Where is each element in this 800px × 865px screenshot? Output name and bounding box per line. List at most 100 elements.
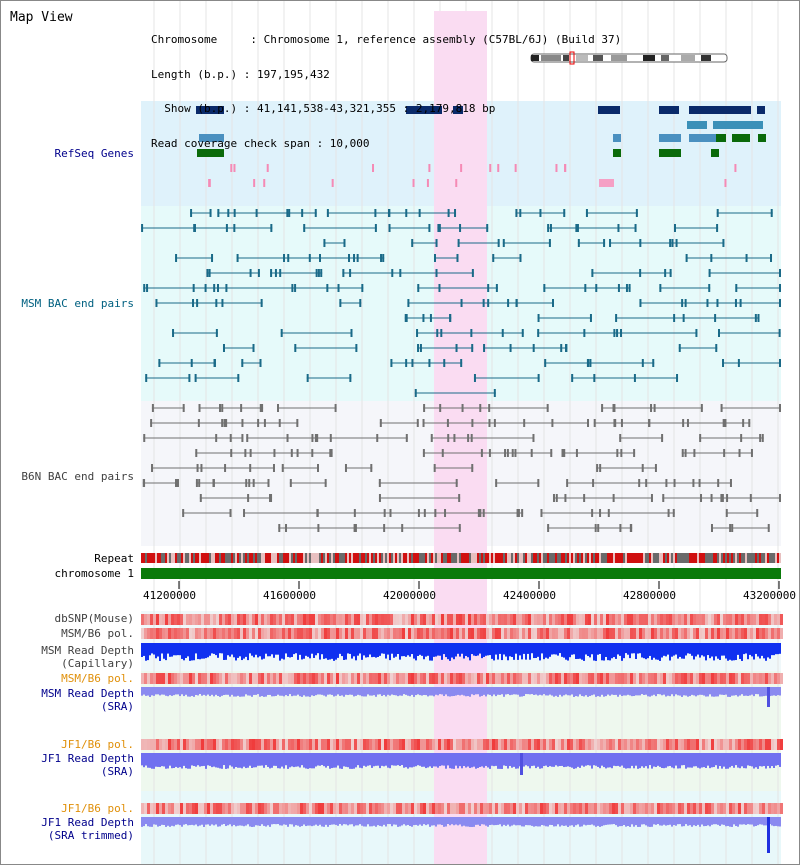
jf1-pol-heat-2 [759, 803, 762, 814]
track-label-msm-pol-2[interactable]: MSM/B6 pol. [61, 672, 134, 685]
msm-capillary-depth [197, 643, 199, 660]
msm-sra-depth [617, 687, 619, 697]
msm-sra-depth [299, 687, 301, 697]
msm-capillary-depth [257, 643, 259, 658]
track-label-jf1-pol-2[interactable]: JF1/B6 pol. [61, 802, 134, 815]
repeat-segment [551, 553, 553, 563]
msm-pol-heat-1 [576, 628, 579, 639]
jf1-pol-heat-2 [540, 803, 543, 814]
msm-sra-depth [379, 687, 381, 695]
repeat-segment [649, 553, 651, 563]
dbsnp-heat [390, 614, 393, 625]
msm-sra-depth [709, 687, 711, 695]
msm-pol-heat-1 [204, 628, 207, 639]
refseq-gene [713, 121, 763, 129]
msm-capillary-depth [775, 643, 777, 655]
track-label-repeat[interactable]: Repeat [94, 552, 134, 565]
msm-capillary-depth [715, 643, 717, 657]
track-label-jf1-pol-1[interactable]: JF1/B6 pol. [61, 738, 134, 751]
msm-sra-depth [313, 687, 315, 697]
repeat-segment [303, 553, 305, 563]
jf1-sra-depth [615, 753, 617, 767]
track-label-chromosome[interactable]: chromosome 1 [54, 567, 134, 580]
msm-pol-heat-1 [423, 628, 426, 639]
msm-sra-depth [145, 687, 147, 696]
jf1-trimmed-depth [251, 817, 253, 827]
track-label-msm-depth-capillary[interactable]: MSM Read Depth (Capillary) [41, 644, 134, 670]
jf1-pol-heat-1 [705, 739, 708, 750]
jf1-sra-depth [223, 753, 225, 766]
msm-bac-pair [193, 224, 196, 232]
msm-bac-pair [609, 239, 612, 247]
msm-bac-pair [497, 239, 500, 247]
msm-sra-depth [371, 687, 373, 696]
track-label-dbsnp[interactable]: dbSNP(Mouse) [54, 612, 134, 625]
msm-sra-depth [629, 687, 631, 696]
jf1-trimmed-depth [483, 817, 485, 825]
jf1-pol-heat-1 [657, 739, 660, 750]
dbsnp-heat [300, 614, 303, 625]
jf1-trimmed-depth [423, 817, 425, 825]
msm-sra-depth [231, 687, 233, 695]
msm-bac-pair [447, 209, 450, 217]
msm-pol-heat-2 [447, 673, 450, 684]
jf1-trimmed-depth [223, 817, 225, 825]
track-label-jf1-depth-trimmed[interactable]: JF1 Read Depth (SRA trimmed) [41, 816, 134, 842]
msm-pol-heat-1 [507, 628, 510, 639]
jf1-sra-depth [515, 753, 517, 769]
msm-capillary-depth [203, 643, 205, 659]
track-label-b6n-bac[interactable]: B6N BAC end pairs [21, 470, 134, 483]
jf1-trimmed-depth [203, 817, 205, 827]
jf1-sra-depth [153, 753, 155, 769]
msm-capillary-depth [567, 643, 569, 661]
repeat-segment [687, 553, 689, 563]
msm-capillary-depth [593, 643, 595, 661]
jf1-sra-depth [767, 753, 769, 766]
msm-pol-heat-1 [642, 628, 645, 639]
jf1-sra-depth [217, 753, 219, 768]
msm-pol-heat-2 [294, 673, 297, 684]
dbsnp-heat [315, 614, 318, 625]
msm-bac-pair [443, 359, 446, 367]
msm-pol-heat-2 [318, 673, 321, 684]
jf1-pol-heat-2 [669, 803, 672, 814]
msm-pol-heat-2 [606, 673, 609, 684]
track-label-msm-depth-sra[interactable]: MSM Read Depth (SRA) [41, 687, 134, 713]
msm-pol-heat-2 [309, 673, 312, 684]
msm-sra-depth [257, 687, 259, 695]
b6n-bac-pair [296, 449, 299, 457]
track-label-refseq[interactable]: RefSeq Genes [54, 147, 134, 160]
msm-capillary-depth [413, 643, 415, 659]
repeat-segment [607, 553, 609, 563]
msm-sra-depth [559, 687, 561, 695]
msm-capillary-depth [369, 643, 371, 655]
dbsnp-heat [381, 614, 384, 625]
msm-capillary-depth [359, 643, 361, 654]
jf1-trimmed-depth [533, 817, 535, 827]
jf1-trimmed-depth [233, 817, 235, 825]
msm-pol-heat-1 [381, 628, 384, 639]
msm-sra-depth [223, 687, 225, 696]
jf1-pol-heat-1 [522, 739, 525, 750]
msm-pol-heat-1 [261, 628, 264, 639]
dbsnp-heat [657, 614, 660, 625]
jf1-pol-heat-2 [156, 803, 159, 814]
jf1-trimmed-depth [633, 817, 635, 827]
msm-sra-depth [549, 687, 551, 695]
jf1-sra-depth [717, 753, 719, 769]
repeat-segment [473, 553, 475, 563]
msm-sra-depth [419, 687, 421, 696]
repeat-segment [281, 553, 283, 563]
jf1-trimmed-depth [311, 817, 313, 827]
msm-pol-heat-1 [141, 628, 144, 639]
msm-sra-depth [269, 687, 271, 695]
b6n-bac-pair [286, 434, 289, 442]
track-label-msm-bac[interactable]: MSM BAC end pairs [21, 297, 134, 310]
track-label-msm-pol-1[interactable]: MSM/B6 pol. [61, 627, 134, 640]
jf1-pol-heat-1 [741, 739, 744, 750]
track-label-jf1-depth-sra[interactable]: JF1 Read Depth (SRA) [41, 752, 134, 778]
repeat-segment [409, 553, 411, 563]
msm-capillary-depth [427, 643, 429, 656]
jf1-trimmed-depth [449, 817, 451, 826]
